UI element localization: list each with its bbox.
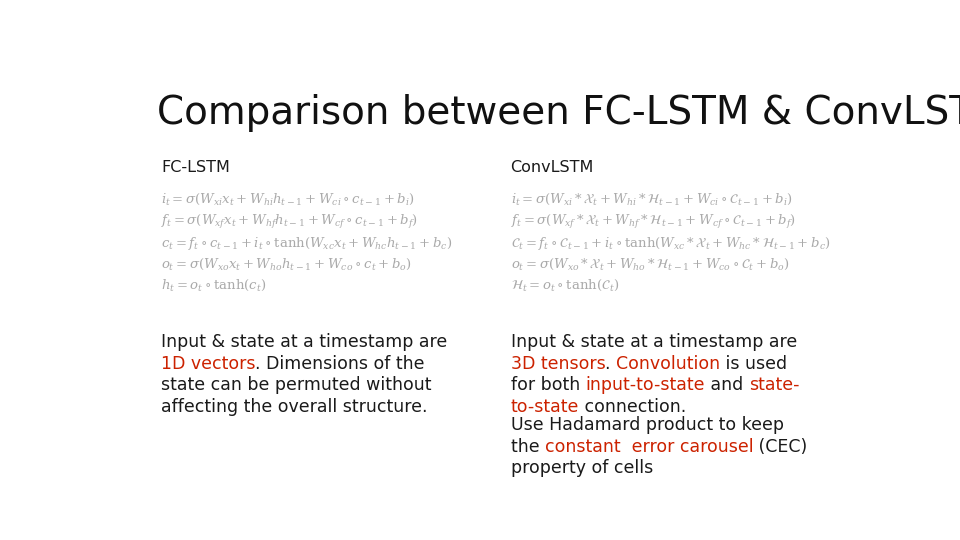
Text: 3D tensors: 3D tensors <box>511 355 606 373</box>
Text: 1D vectors: 1D vectors <box>161 355 255 373</box>
Text: connection.: connection. <box>579 398 686 416</box>
Text: $i_t = \sigma(W_{xi} * \mathcal{X}_t + W_{hi} * \mathcal{H}_{t-1} + W_{ci} \circ: $i_t = \sigma(W_{xi} * \mathcal{X}_t + W… <box>511 192 792 207</box>
Text: FC-LSTM: FC-LSTM <box>161 160 229 176</box>
Text: and: and <box>705 376 749 394</box>
Text: input-to-state: input-to-state <box>586 376 705 394</box>
Text: $o_t = \sigma(W_{xo}x_t + W_{ho}h_{t-1} + W_{co} \circ c_t + b_o)$: $o_t = \sigma(W_{xo}x_t + W_{ho}h_{t-1} … <box>161 256 412 272</box>
Text: is used: is used <box>720 355 787 373</box>
Text: $o_t = \sigma(W_{xo} * \mathcal{X}_t + W_{ho} * \mathcal{H}_{t-1} + W_{co} \circ: $o_t = \sigma(W_{xo} * \mathcal{X}_t + W… <box>511 256 789 272</box>
Text: $i_t = \sigma(W_{xi}x_t + W_{hi}h_{t-1} + W_{ci} \circ c_{t-1} + b_i)$: $i_t = \sigma(W_{xi}x_t + W_{hi}h_{t-1} … <box>161 192 415 207</box>
Text: state-: state- <box>749 376 799 394</box>
Text: $h_t = o_t \circ \tanh(c_t)$: $h_t = o_t \circ \tanh(c_t)$ <box>161 278 266 293</box>
Text: Convolution: Convolution <box>616 355 720 373</box>
Text: . Dimensions of the: . Dimensions of the <box>255 355 425 373</box>
Text: state can be permuted without: state can be permuted without <box>161 376 431 394</box>
Text: to-state: to-state <box>511 398 579 416</box>
Text: Comparison between FC-LSTM & ConvLSTM: Comparison between FC-LSTM & ConvLSTM <box>157 94 960 132</box>
Text: constant  error carousel: constant error carousel <box>544 438 754 456</box>
Text: property of cells: property of cells <box>511 460 653 477</box>
Text: affecting the overall structure.: affecting the overall structure. <box>161 398 427 416</box>
Text: $f_t = \sigma(W_{xf} * \mathcal{X}_t + W_{hf} * \mathcal{H}_{t-1} + W_{cf} \circ: $f_t = \sigma(W_{xf} * \mathcal{X}_t + W… <box>511 213 796 231</box>
Text: ConvLSTM: ConvLSTM <box>511 160 594 176</box>
Text: Input & state at a timestamp are: Input & state at a timestamp are <box>511 333 797 351</box>
Text: $f_t = \sigma(W_{xf}x_t + W_{hf}h_{t-1} + W_{cf} \circ c_{t-1} + b_f)$: $f_t = \sigma(W_{xf}x_t + W_{hf}h_{t-1} … <box>161 213 418 231</box>
Text: .: . <box>606 355 616 373</box>
Text: $\mathcal{C}_t = f_t \circ \mathcal{C}_{t-1} + i_t \circ \tanh(W_{xc} * \mathcal: $\mathcal{C}_t = f_t \circ \mathcal{C}_{… <box>511 235 830 252</box>
Text: (CEC): (CEC) <box>754 438 807 456</box>
Text: Use Hadamard product to keep: Use Hadamard product to keep <box>511 416 783 434</box>
Text: Input & state at a timestamp are: Input & state at a timestamp are <box>161 333 447 351</box>
Text: $c_t = f_t \circ c_{t-1} + i_t \circ \tanh(W_{xc}x_t + W_{hc}h_{t-1} + b_c)$: $c_t = f_t \circ c_{t-1} + i_t \circ \ta… <box>161 235 452 252</box>
Text: the: the <box>511 438 544 456</box>
Text: $\mathcal{H}_t = o_t \circ \tanh(\mathcal{C}_t)$: $\mathcal{H}_t = o_t \circ \tanh(\mathca… <box>511 278 619 293</box>
Text: for both: for both <box>511 376 586 394</box>
